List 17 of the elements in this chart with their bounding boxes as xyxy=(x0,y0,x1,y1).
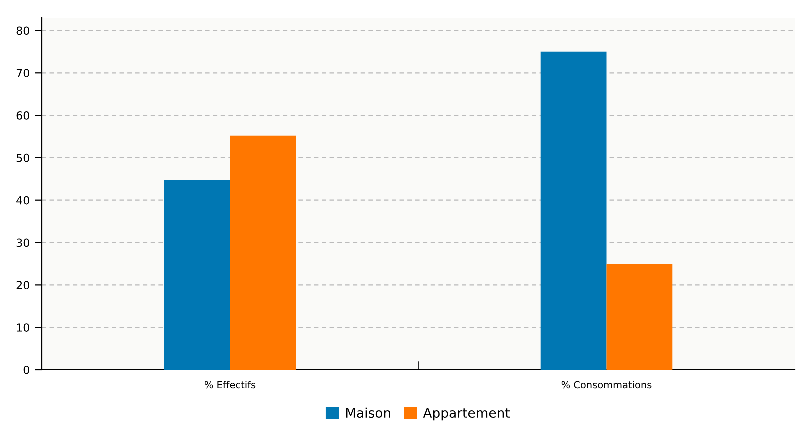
legend-label: Appartement xyxy=(423,408,510,421)
x-tick-label: % Consommations xyxy=(562,381,652,389)
y-tick-label: 50 xyxy=(16,154,30,162)
y-tick-label: 60 xyxy=(16,112,30,120)
bar xyxy=(164,180,230,370)
bar xyxy=(606,264,673,370)
y-tick-label: 30 xyxy=(16,238,30,248)
y-tick-label: 0 xyxy=(24,366,30,374)
y-tick-label: 40 xyxy=(16,196,30,205)
y-tick-label: 70 xyxy=(16,69,30,78)
bar xyxy=(540,52,607,370)
x-tick-label: % Effectifs xyxy=(204,381,256,389)
y-tick-label: 10 xyxy=(17,324,30,332)
y-tick-label: 20 xyxy=(16,281,30,290)
bar xyxy=(230,136,296,370)
legend-label: Maison xyxy=(346,408,390,418)
y-tick-label: 80 xyxy=(16,26,30,36)
